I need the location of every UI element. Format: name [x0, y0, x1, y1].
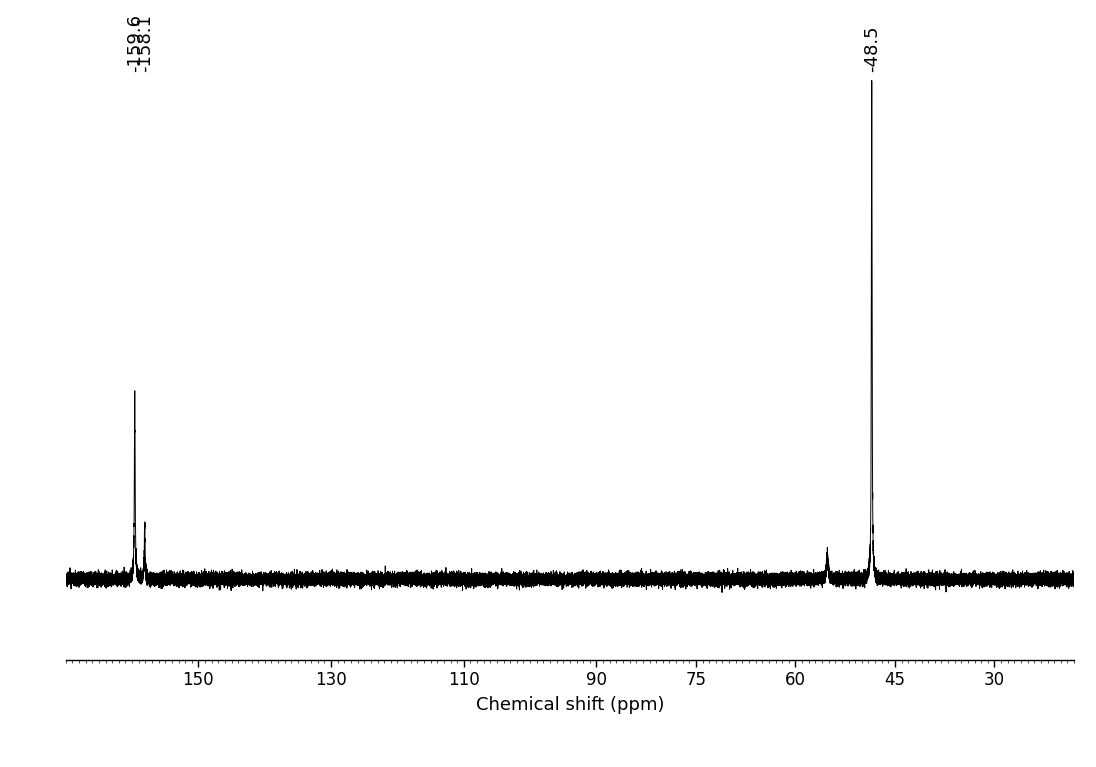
Text: -159.6: -159.6 — [126, 14, 144, 72]
Text: -158.1: -158.1 — [136, 14, 153, 72]
X-axis label: Chemical shift (ppm): Chemical shift (ppm) — [476, 696, 664, 714]
Text: -48.5: -48.5 — [863, 25, 881, 72]
